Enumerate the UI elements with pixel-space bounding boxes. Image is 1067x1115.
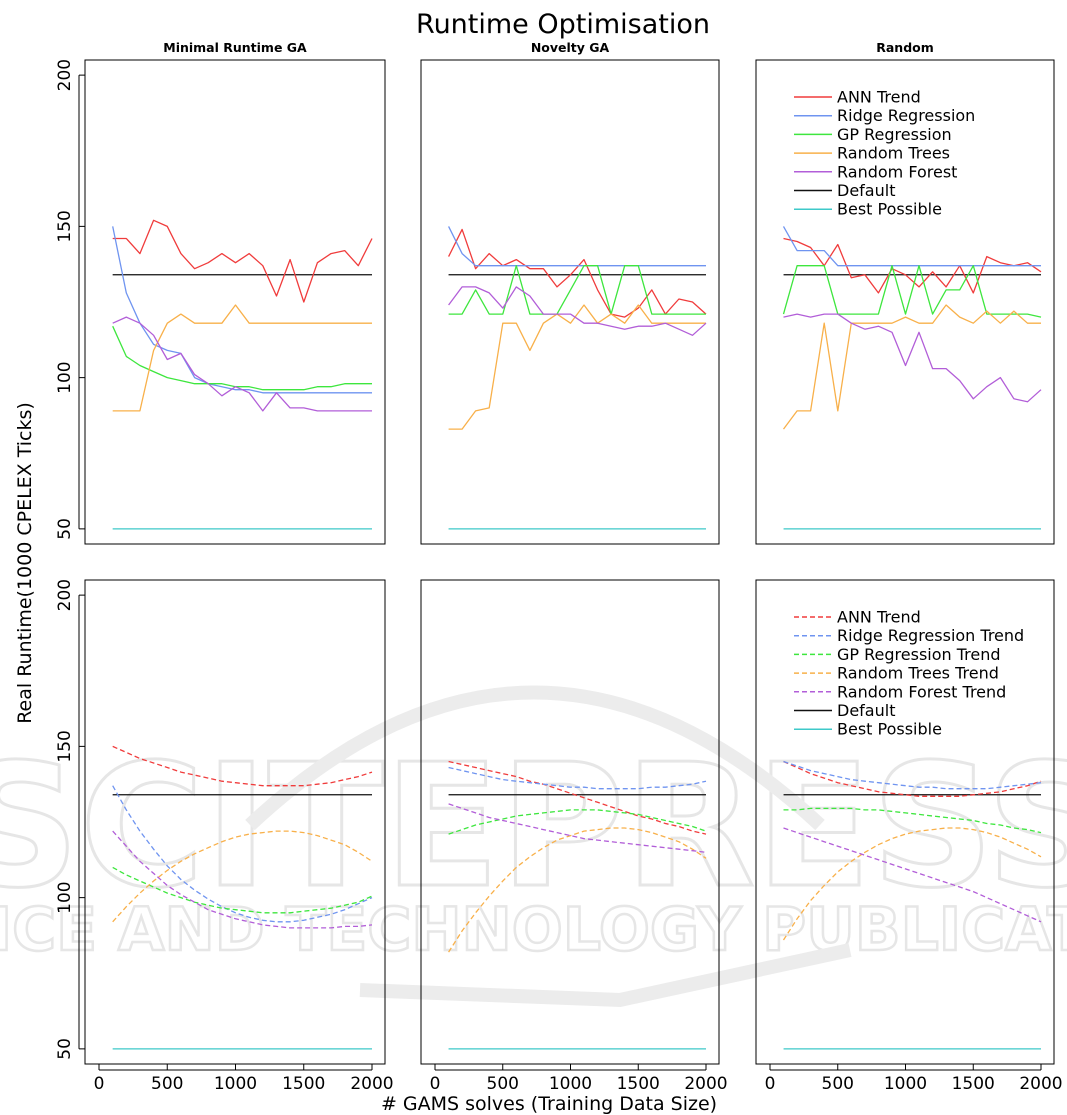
- series-ridge-r2-c1: [112, 785, 373, 923]
- y-tick-label: 150: [55, 730, 75, 762]
- legend-label-forest: Random Forest: [837, 162, 957, 181]
- legend-label-default: Default: [837, 181, 895, 200]
- chart-title: Runtime Optimisation: [416, 9, 710, 40]
- y-tick-label: 100: [55, 361, 75, 393]
- x-tick-label: 500: [822, 1074, 854, 1094]
- series-trees-r1-c3: [782, 304, 1041, 430]
- series-forest-r2-c3: [783, 827, 1042, 923]
- series-gp-r1-c2: [448, 265, 706, 315]
- panel-title: Minimal Runtime GA: [163, 40, 307, 55]
- panel-frame-r1-c3: [755, 59, 1055, 545]
- legend-label-ridge: Ridge Regression Trend: [837, 626, 1024, 645]
- y-tick-label: 150: [55, 210, 75, 242]
- x-tick-label: 2000: [684, 1074, 727, 1094]
- panel-frame-r1-c2: [420, 59, 720, 545]
- y-tick-label: 200: [55, 59, 75, 91]
- watermark-swoosh: [359, 943, 852, 1008]
- series-trees-r1-c1: [112, 304, 372, 412]
- y-tick-label: 100: [55, 881, 75, 913]
- x-tick-label: 2000: [350, 1074, 393, 1094]
- panel-frame-r1-c1: [84, 59, 386, 545]
- y-axis-label: Real Runtime(1000 CPELEX Ticks): [14, 402, 36, 724]
- y-tick-label: 200: [55, 579, 75, 611]
- x-tick-label: 0: [765, 1074, 776, 1094]
- x-tick-label: 500: [151, 1074, 183, 1094]
- legend-label-best: Best Possible: [837, 720, 942, 739]
- legend-label-gp: GP Regression: [837, 125, 952, 144]
- x-tick-label: 0: [430, 1074, 441, 1094]
- series-ridge-r1-c2: [448, 226, 706, 267]
- y-tick-label: 50: [55, 1038, 75, 1060]
- watermark-arc: [245, 685, 825, 831]
- series-ann-r1-c3: [783, 237, 1042, 294]
- y-tick-label: 50: [55, 518, 75, 540]
- series-gp-r1-c1: [112, 325, 372, 391]
- legend-label-ann: ANN Trend: [837, 608, 921, 627]
- series-gp-r1-c3: [782, 265, 1042, 318]
- x-tick-label: 1500: [617, 1074, 660, 1094]
- legend-label-trees: Random Trees: [837, 144, 950, 163]
- watermark: SCITEPRESSSCIENCE AND TECHNOLOGY PUBLICA…: [0, 685, 1067, 1008]
- legend-label-forest: Random Forest Trend: [837, 682, 1006, 701]
- watermark-sub: SCIENCE AND TECHNOLOGY PUBLICATIONS: [0, 895, 1067, 965]
- series-ann-r2-c2: [448, 760, 707, 835]
- series-forest-r2-c1: [112, 830, 373, 929]
- x-tick-label: 2000: [1019, 1074, 1062, 1094]
- legend-label-ann: ANN Trend: [837, 88, 921, 107]
- series-forest-r1-c3: [783, 313, 1042, 403]
- series-ann-r1-c1: [112, 219, 373, 303]
- series-trees-r2-c2: [448, 827, 707, 953]
- series-ann-r1-c2: [448, 228, 707, 318]
- series-forest-r1-c2: [448, 286, 707, 336]
- panel-title: Random: [876, 40, 934, 55]
- x-tick-label: 1000: [214, 1074, 257, 1094]
- series-ann-r2-c3: [783, 760, 1042, 797]
- x-axis-label: # GAMS solves (Training Data Size): [381, 1093, 717, 1115]
- series-gp-r2-c3: [783, 807, 1042, 834]
- legend-label-gp: GP Regression Trend: [837, 645, 1001, 664]
- series-trees-r2-c3: [782, 827, 1042, 941]
- series-gp-r2-c1: [112, 866, 373, 914]
- x-tick-label: 500: [487, 1074, 519, 1094]
- x-tick-label: 1500: [282, 1074, 325, 1094]
- x-tick-label: 0: [94, 1074, 105, 1094]
- legend-label-default: Default: [837, 701, 895, 720]
- x-tick-label: 1000: [549, 1074, 592, 1094]
- x-tick-label: 1000: [884, 1074, 927, 1094]
- plot-area: 50 100 150 200 Minimal Runtime GA Novelty GA R…: [55, 40, 1063, 1094]
- legend-label-best: Best Possible: [837, 200, 942, 219]
- series-forest-r2-c2: [448, 803, 707, 853]
- series-gp-r2-c2: [448, 809, 707, 835]
- series-forest-r1-c1: [112, 316, 372, 412]
- series-ridge-r2-c2: [448, 766, 707, 790]
- panel-title: Novelty GA: [531, 40, 610, 55]
- series-ridge-r2-c3: [783, 760, 1042, 790]
- x-tick-label: 1500: [952, 1074, 995, 1094]
- series-ridge-r1-c1: [112, 226, 372, 394]
- series-trees-r2-c1: [112, 830, 373, 923]
- legend-label-trees: Random Trees Trend: [837, 664, 999, 683]
- legend-label-ridge: Ridge Regression: [837, 106, 975, 125]
- series-ridge-r1-c3: [782, 226, 1041, 267]
